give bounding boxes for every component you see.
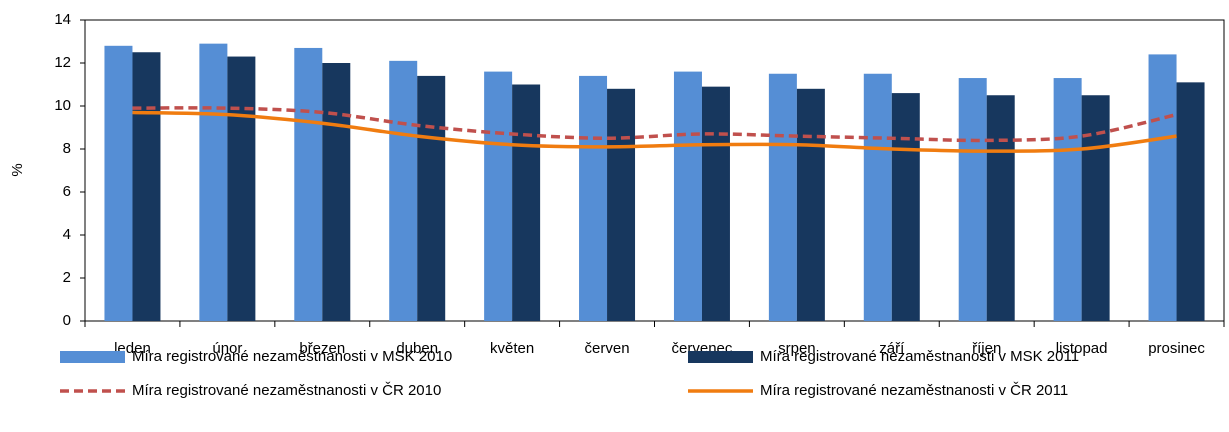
bar [607,88,636,321]
legend-swatch [60,351,125,363]
legend-label: Míra registrované nezaměstnanosti v MSK … [132,348,452,365]
bar [227,56,256,322]
bar [417,75,446,322]
x-tick-label: březen [299,340,345,357]
y-tick-label: 10 [54,97,71,114]
bar [389,60,418,321]
y-tick-label: 6 [63,183,71,200]
y-tick-label: 12 [54,54,71,71]
x-tick-label: září [879,340,905,357]
x-tick-label: říjen [972,340,1001,357]
x-tick-label: prosinec [1148,340,1205,357]
bar [958,78,987,321]
bar [322,63,351,321]
bar [199,43,228,322]
bar [891,93,920,321]
legend-label: Míra registrované nezaměstnanosti v MSK … [760,348,1079,365]
bar [294,47,323,321]
x-tick-label: květen [490,340,534,357]
line [132,106,1177,143]
legend-label: Míra registrované nezaměstnanosti v ČR 2… [132,382,441,399]
plot-frame [84,19,1225,322]
bar [512,84,541,321]
legend-label: Míra registrované nezaměstnanosti v ČR 2… [760,382,1068,399]
bar [484,71,513,321]
bar [1081,95,1110,321]
y-tick-label: 14 [54,11,71,28]
y-axis-label: % [9,163,26,176]
line [132,110,1177,153]
bar [579,75,608,322]
y-tick-label: 0 [63,312,71,329]
y-tick-label: 2 [63,269,71,286]
x-tick-label: srpen [778,340,816,357]
y-tick-label: 8 [63,140,71,157]
bar [701,86,730,322]
bar [768,73,797,321]
bar [673,71,702,321]
bar [796,88,825,321]
x-tick-label: únor [212,340,242,357]
x-tick-label: červen [585,340,630,357]
x-tick-label: listopad [1056,340,1108,357]
bar [1176,82,1205,321]
bar [132,52,161,321]
y-tick-label: 4 [63,226,71,243]
bar [104,45,133,322]
bar [1148,54,1177,322]
x-tick-label: duben [396,340,438,357]
legend-swatch [688,351,753,363]
bar [1053,78,1082,321]
bar [863,73,892,321]
bar [986,95,1015,321]
